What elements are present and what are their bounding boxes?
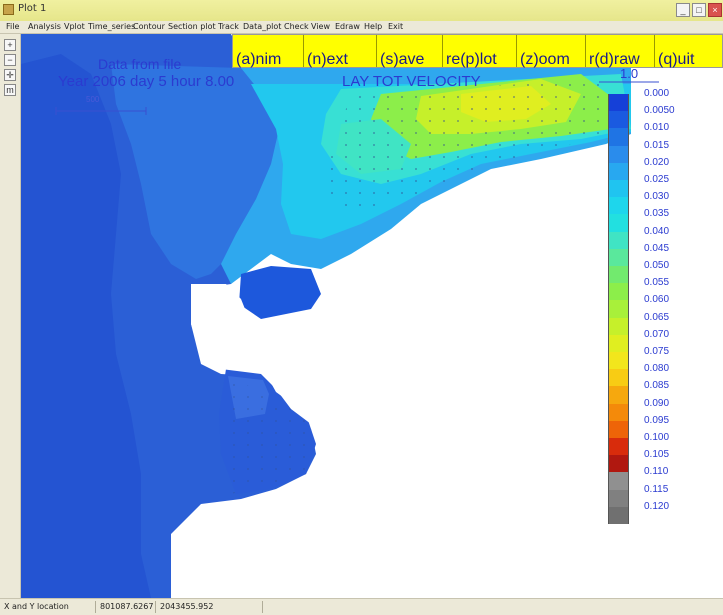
close-icon[interactable]: × [708, 3, 722, 17]
zoom-out-icon[interactable]: − [4, 54, 16, 66]
menu-check[interactable]: Check [284, 22, 309, 31]
legend-label: 0.100 [644, 432, 670, 443]
legend-label: 0.065 [644, 311, 670, 323]
scale-value: 1.0 [620, 66, 639, 81]
legend-swatch [608, 455, 629, 473]
legend-swatch [608, 352, 629, 370]
status-bar: X and Y location 801087.6267 2043455.952 [0, 598, 723, 615]
legend-label: 0.090 [644, 397, 670, 409]
tool-strip: + − ✛ m [0, 34, 21, 598]
title-bar: Plot 1 _ □ × [0, 0, 723, 22]
menu-contour[interactable]: Contour [133, 22, 165, 31]
redraw-button[interactable]: r(d)raw [586, 35, 655, 68]
legend-swatch [608, 266, 629, 284]
velocity-contour-map [21, 34, 659, 598]
legend-label: 0.025 [644, 174, 670, 185]
legend-swatch [608, 300, 629, 319]
time-label: Year 2006 day 5 hour 8.00 [58, 73, 235, 90]
minimize-icon[interactable]: _ [676, 3, 690, 17]
save-button[interactable]: (s)ave [377, 35, 443, 68]
quit-button[interactable]: (q)uit [658, 51, 695, 68]
legend-label: 0.120 [644, 500, 670, 512]
window-title: Plot 1 [18, 3, 47, 14]
legend-swatch [608, 334, 629, 353]
legend-label: 0.040 [644, 225, 670, 237]
legend-label: 0.110 [644, 466, 669, 478]
legend-swatch [608, 197, 629, 215]
vector-scale-label: 500 [86, 95, 100, 104]
legend-label: 0.115 [644, 483, 669, 495]
land-mask [181, 144, 621, 598]
legend-label: 0.095 [644, 414, 670, 426]
legend-swatch [608, 317, 629, 336]
legend-swatch [608, 128, 629, 147]
legend-label: 0.035 [644, 208, 670, 220]
anim-button[interactable]: (a)nim [233, 35, 304, 68]
legend-swatch [608, 231, 629, 250]
menu-section-plot[interactable]: Section plot [168, 22, 216, 31]
legend-label: 0.055 [644, 277, 670, 289]
mid-region [111, 64, 301, 279]
legend-label: 0.080 [644, 363, 670, 375]
legend-swatch [608, 248, 629, 267]
menu-data-plot[interactable]: Data_plot [243, 22, 282, 31]
command-bar: (a)nim (n)ext (s)ave re(p)lot (z)oom r(d… [232, 34, 723, 68]
legend-swatch [608, 180, 629, 198]
legend-label: 0.000 [644, 88, 670, 99]
menu-track[interactable]: Track [218, 22, 239, 31]
legend-label: 0.015 [644, 139, 670, 151]
plot-canvas[interactable] [21, 34, 723, 598]
legend-label: 0.085 [644, 380, 670, 392]
status-label: X and Y location [4, 602, 69, 611]
variable-label: LAY TOT VELOCITY [342, 73, 481, 90]
menu-bar: File Analysis Vplot Time_series Contour … [0, 21, 723, 34]
source-label: Data from file [98, 56, 182, 72]
app-icon [3, 4, 14, 15]
legend-swatch [608, 214, 629, 233]
legend-label: 0.060 [644, 294, 670, 306]
legend-label: 0.030 [644, 191, 670, 203]
legend-label: 0.0050 [644, 105, 675, 117]
menu-view[interactable]: View [311, 22, 330, 31]
legend-swatch [608, 145, 629, 164]
status-x: 801087.6267 [100, 602, 154, 611]
legend-label: 0.105 [644, 449, 670, 461]
menu-help[interactable]: Help [364, 22, 383, 31]
legend-label: 0.045 [644, 242, 670, 254]
zoom-button[interactable]: (z)oom [517, 35, 586, 68]
legend-label: 0.010 [644, 122, 670, 134]
menu-edraw[interactable]: Edraw [335, 22, 360, 31]
legend-swatch [608, 438, 629, 456]
legend-label: 0.075 [644, 346, 670, 357]
menu-analysis[interactable]: Analysis [28, 22, 61, 31]
lobe-region [239, 266, 321, 319]
legend-label: 0.020 [644, 156, 670, 168]
menu-file[interactable]: File [6, 22, 20, 31]
status-y: 2043455.952 [160, 602, 214, 611]
legend-swatch [608, 489, 629, 508]
legend-swatch [608, 111, 629, 129]
legend-label: 0.050 [644, 260, 670, 271]
next-button[interactable]: (n)ext [304, 35, 377, 68]
legend-swatch [608, 369, 629, 387]
legend-swatch [608, 403, 629, 422]
zoom-in-icon[interactable]: + [4, 39, 16, 51]
legend-swatch [608, 162, 629, 181]
legend-swatch [608, 386, 629, 405]
menu-vplot[interactable]: Vplot [64, 22, 85, 31]
legend-swatch [608, 94, 629, 112]
legend-swatch [608, 506, 629, 525]
crosshair-icon[interactable]: ✛ [4, 69, 16, 81]
menu-time-series[interactable]: Time_series [88, 22, 136, 31]
legend-label: 0.070 [644, 328, 670, 340]
replot-button[interactable]: re(p)lot [443, 35, 517, 68]
ruler-icon[interactable]: m [4, 84, 16, 96]
legend-swatch [608, 420, 629, 439]
legend-swatch [608, 283, 629, 301]
legend-swatch [608, 472, 629, 491]
menu-exit[interactable]: Exit [388, 22, 404, 31]
maximize-icon[interactable]: □ [692, 3, 706, 17]
